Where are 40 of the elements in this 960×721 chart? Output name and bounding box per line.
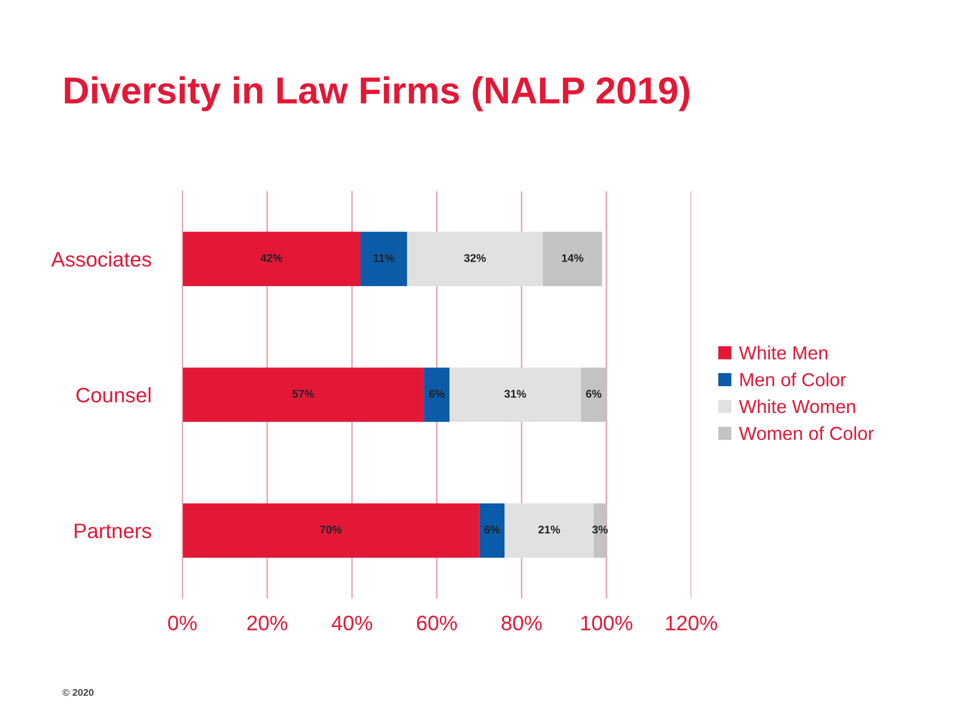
bar xyxy=(542,232,602,286)
bar xyxy=(424,368,450,422)
data-label: 3% xyxy=(592,526,608,534)
x-tick-label: 80% xyxy=(502,616,542,630)
bar xyxy=(182,368,424,422)
bar xyxy=(182,232,360,286)
data-label: 70% xyxy=(320,526,342,534)
data-label: 11% xyxy=(374,254,394,262)
data-label: 6% xyxy=(586,390,602,398)
legend-label: White Women xyxy=(738,399,856,414)
legend-label: Women of Color xyxy=(738,426,874,440)
data-label: 21% xyxy=(538,526,560,534)
x-tick-label: 120% xyxy=(666,616,718,630)
x-tick-label: 40% xyxy=(332,616,372,630)
x-tick-label: 0% xyxy=(168,616,197,630)
bar xyxy=(504,503,594,558)
bar xyxy=(479,503,505,558)
bar xyxy=(360,232,408,286)
y-tick-label: Partners xyxy=(74,524,152,538)
y-tick-label: Associates xyxy=(51,251,152,267)
data-label: 31% xyxy=(504,390,526,398)
text: © 2020 xyxy=(62,688,94,696)
bar xyxy=(182,503,480,558)
bar xyxy=(594,503,606,558)
y-tick-label: Counsel xyxy=(76,387,150,402)
legend-label: White Men xyxy=(738,346,828,360)
data-label: 14% xyxy=(562,254,584,262)
bar xyxy=(450,368,581,422)
x-tick-label: 60% xyxy=(417,616,457,630)
bar xyxy=(407,232,543,286)
x-tick-label: 100% xyxy=(581,616,632,630)
bar xyxy=(580,368,606,422)
data-label: 6% xyxy=(429,390,445,398)
data-label: 57% xyxy=(292,390,314,398)
data-label: 6% xyxy=(484,526,500,534)
legend-label: Men of Color xyxy=(740,372,846,386)
chart-title: Diversity in Law Firms (NALP 2019) xyxy=(64,76,690,112)
data-label: 42% xyxy=(260,254,282,262)
data-label: 32% xyxy=(464,254,486,262)
x-tick-label: 20% xyxy=(247,616,288,630)
